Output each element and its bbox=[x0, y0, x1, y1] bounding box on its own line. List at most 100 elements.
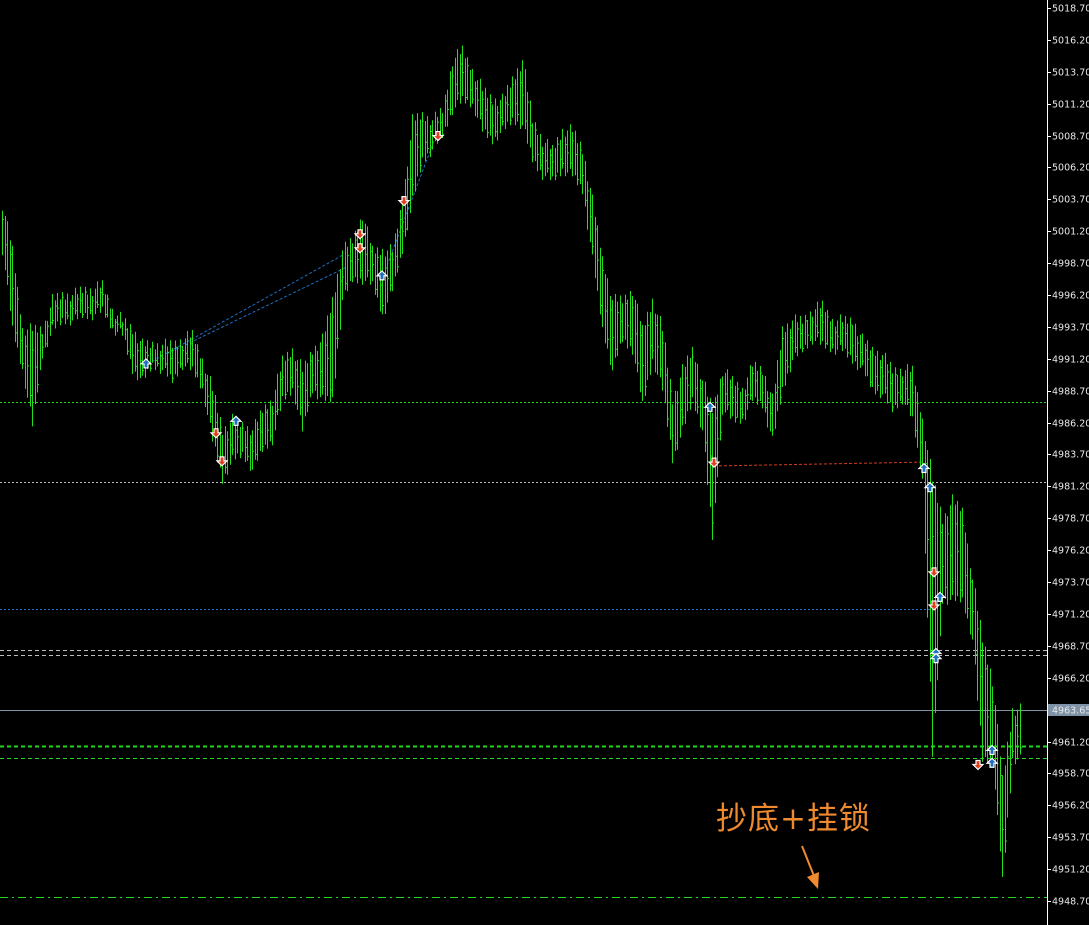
price-bar bbox=[655, 313, 657, 373]
axis-tick-label: 4971.20 bbox=[1052, 610, 1089, 621]
buy-arrow-icon bbox=[375, 270, 389, 281]
price-bar bbox=[425, 121, 427, 161]
buy-arrow-icon bbox=[985, 757, 999, 768]
price-bar bbox=[950, 505, 952, 600]
price-bar bbox=[900, 368, 902, 401]
price-bar bbox=[295, 361, 297, 405]
price-bar bbox=[545, 142, 547, 177]
price-bar bbox=[177, 346, 179, 377]
price-bar bbox=[440, 108, 442, 136]
price-bar bbox=[577, 143, 579, 186]
annotation-arrow bbox=[801, 845, 819, 889]
trade-link-line bbox=[166, 266, 348, 355]
price-bar bbox=[297, 360, 299, 410]
price-bar bbox=[347, 246, 349, 292]
price-bar bbox=[407, 166, 409, 231]
price-bar bbox=[285, 360, 287, 400]
axis-tick-label: 4993.70 bbox=[1052, 323, 1089, 334]
price-bar bbox=[1000, 756, 1002, 852]
price-bar bbox=[1007, 741, 1009, 818]
price-bar bbox=[740, 391, 742, 424]
price-bar bbox=[955, 504, 957, 602]
price-bar bbox=[1017, 709, 1019, 760]
price-bar bbox=[375, 253, 377, 295]
price-bar bbox=[872, 346, 874, 387]
price-bar bbox=[982, 642, 984, 762]
price-bar bbox=[720, 378, 722, 441]
price-bar bbox=[987, 664, 989, 764]
price-bar bbox=[365, 223, 367, 281]
price-bar bbox=[800, 315, 802, 349]
axis-tick-label: 5018.70 bbox=[1052, 4, 1089, 15]
price-bar bbox=[885, 352, 887, 394]
price-bar bbox=[172, 347, 174, 383]
price-bar bbox=[260, 410, 262, 451]
price-bar bbox=[85, 286, 87, 313]
price-bar bbox=[870, 350, 872, 388]
price-bar bbox=[877, 350, 879, 391]
price-bar bbox=[697, 363, 699, 414]
price-bar bbox=[932, 481, 934, 757]
axis-tick-label: 5013.70 bbox=[1052, 68, 1089, 79]
price-bar bbox=[117, 315, 119, 333]
price-bar bbox=[822, 300, 824, 342]
price-bar bbox=[125, 318, 127, 340]
buy-arrow-icon bbox=[985, 744, 999, 756]
price-bar bbox=[197, 344, 199, 378]
price-bar bbox=[630, 290, 632, 347]
axis-tick-label: 4976.20 bbox=[1052, 546, 1089, 557]
price-bar bbox=[700, 378, 702, 428]
price-bar bbox=[267, 409, 269, 449]
price-bar bbox=[77, 294, 79, 320]
price-bar bbox=[715, 396, 717, 504]
price-bar bbox=[352, 243, 354, 283]
price-bar bbox=[30, 323, 32, 407]
price-bar bbox=[770, 392, 772, 432]
price-bar bbox=[925, 441, 927, 554]
price-bar bbox=[880, 359, 882, 399]
price-bar bbox=[10, 240, 12, 311]
price-bar bbox=[735, 385, 737, 423]
price-bar bbox=[967, 543, 969, 619]
price-bar bbox=[475, 81, 477, 117]
price-bar bbox=[135, 331, 137, 372]
price-bar bbox=[850, 317, 852, 356]
price-bar bbox=[75, 287, 77, 315]
price-bar bbox=[132, 334, 134, 374]
price-bar bbox=[722, 376, 724, 415]
price-bar bbox=[660, 316, 662, 378]
price-bar bbox=[675, 390, 677, 452]
price-bar bbox=[692, 346, 694, 398]
price-bar bbox=[602, 256, 604, 328]
price-bar bbox=[330, 313, 332, 403]
price-bar bbox=[725, 372, 727, 413]
price-bar bbox=[790, 328, 792, 373]
price-bar bbox=[590, 187, 592, 243]
price-bar bbox=[270, 400, 272, 442]
price-bar bbox=[567, 130, 569, 173]
price-bar bbox=[42, 334, 44, 359]
price-bar bbox=[687, 355, 689, 412]
price-bar bbox=[595, 216, 597, 279]
price-bar bbox=[777, 359, 779, 412]
price-bar bbox=[887, 364, 889, 404]
sell-arrow-icon bbox=[971, 759, 985, 771]
sell-arrow-icon bbox=[397, 196, 411, 207]
price-bar bbox=[525, 69, 527, 130]
price-bar bbox=[322, 333, 324, 395]
price-bar bbox=[532, 123, 534, 163]
price-axis: 5018.70 5016.20 5013.70 5011.20 5008.70 5006.… bbox=[1047, 4, 1089, 908]
price-bar bbox=[772, 393, 774, 436]
price-bar bbox=[20, 314, 22, 364]
price-bar bbox=[997, 723, 999, 816]
price-bar bbox=[485, 87, 487, 130]
price-bar bbox=[827, 309, 829, 345]
price-bar bbox=[627, 299, 629, 349]
price-bar bbox=[742, 387, 744, 419]
price-bar bbox=[527, 91, 529, 144]
axis-tick-label: 4961.20 bbox=[1052, 738, 1089, 749]
price-bar bbox=[102, 280, 104, 307]
axis-tick-label: 4963.65 bbox=[1052, 706, 1089, 717]
price-bar bbox=[462, 45, 464, 97]
